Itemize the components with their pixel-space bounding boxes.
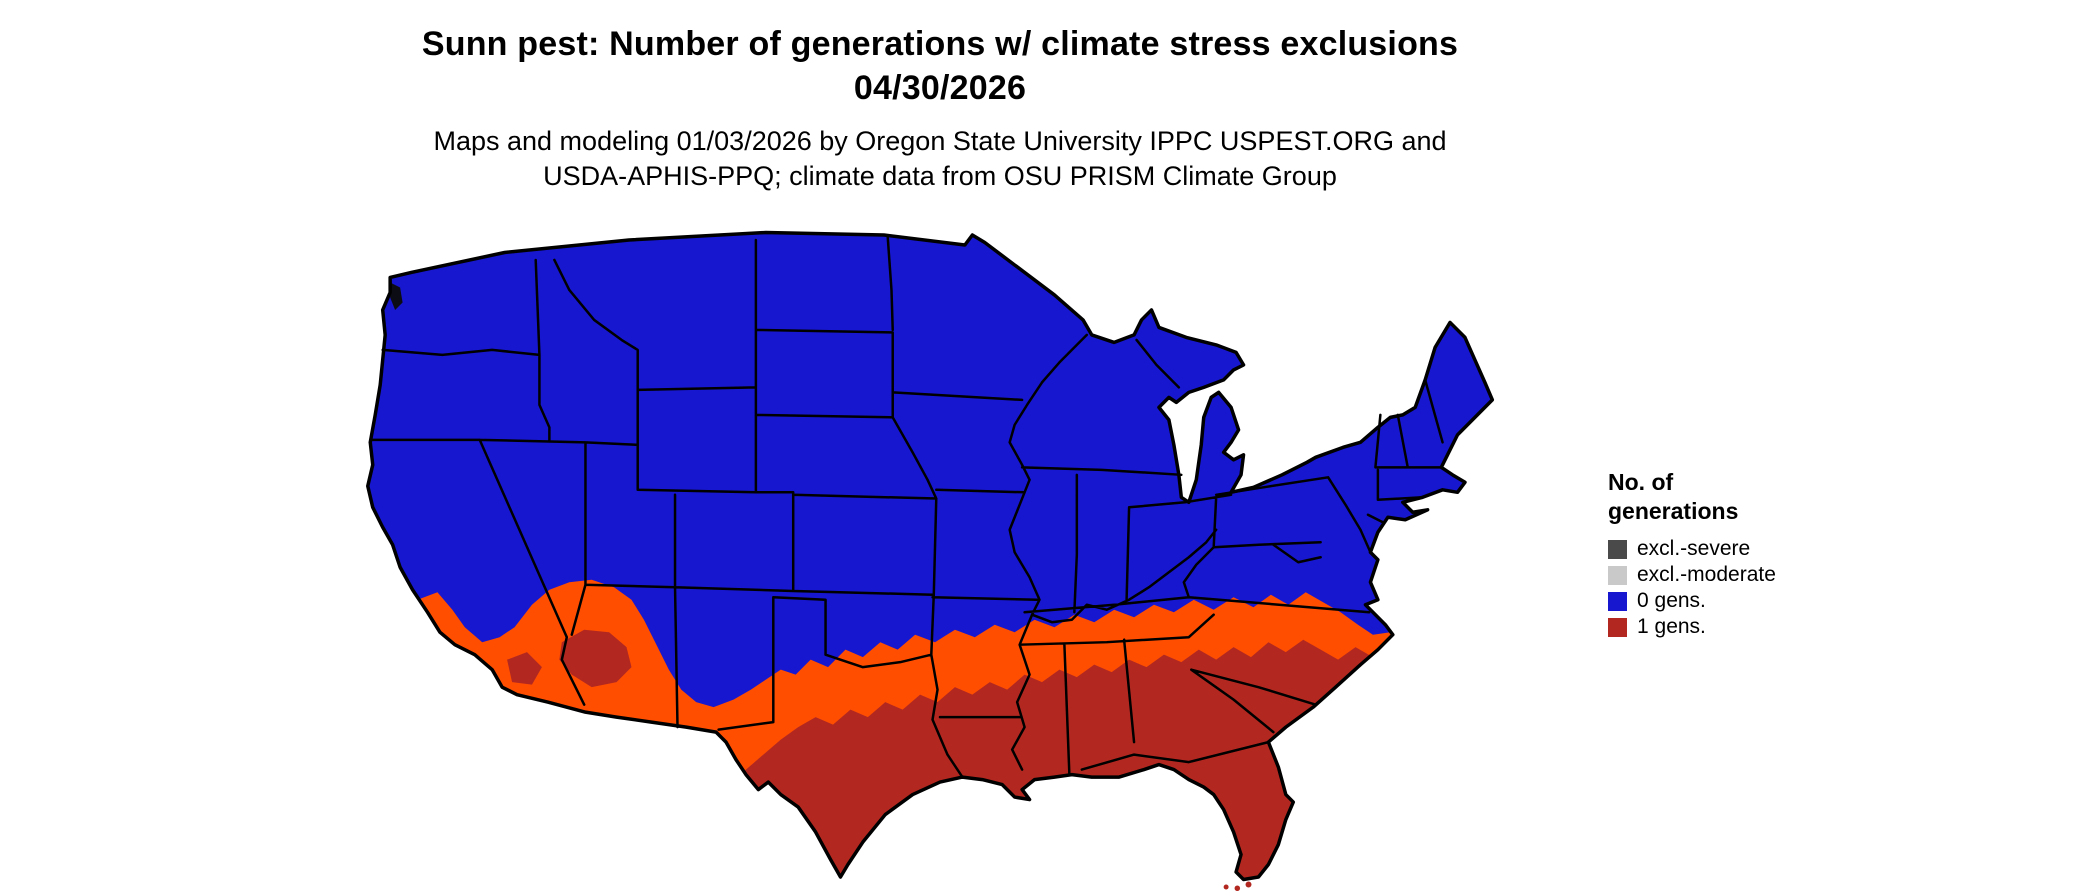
zero-gens-region [367,232,1493,880]
legend-item-0-gens: 0 gens. [1608,588,1888,614]
legend-label-excl-severe: excl.-severe [1637,537,1751,560]
legend-label-1-gens: 1 gens. [1637,615,1706,638]
map-region [318,230,1562,892]
legend-item-excl-severe: excl.-severe [1608,536,1888,562]
us-outline [366,230,1495,882]
legend-label-0-gens: 0 gens. [1637,589,1706,612]
map-credits-line1: Maps and modeling 01/03/2026 by Oregon S… [433,126,1447,156]
map-title: Sunn pest: Number of generations w/ clim… [421,25,1459,63]
map-credits-line2: USDA-APHIS-PPQ; climate data from OSU PR… [543,161,1337,191]
legend-swatch-1-gens [1608,617,1627,637]
legend-label-excl-moderate: excl.-moderate [1637,563,1776,586]
puget-sound [390,282,403,310]
legend-item-excl-moderate: excl.-moderate [1608,562,1888,588]
florida-keys [1223,881,1252,892]
arizona-red-patch [559,629,632,688]
state-borders [369,236,1444,779]
legend-title-line2: generations [1608,498,1739,524]
imperial-valley-red-patch [507,652,542,685]
legend-swatch-excl-moderate [1608,565,1627,585]
legend-title: No. of generations [1608,468,1888,526]
legend-swatch-excl-severe [1608,539,1627,559]
legend: No. of generations excl.-severe excl.-mo… [1608,468,1888,640]
legend-title-line1: No. of [1608,469,1674,495]
us-map [366,230,1495,892]
map-credits: Maps and modeling 01/03/2026 by Oregon S… [320,124,1560,194]
legend-swatch-0-gens [1608,591,1627,611]
legend-items: excl.-severe excl.-moderate 0 gens. 1 ge… [1608,536,1888,640]
map-date: 04/30/2026 [853,69,1027,107]
legend-item-1-gens: 1 gens. [1608,614,1888,640]
header: Sunn pest: Number of generations w/ clim… [320,22,1560,194]
